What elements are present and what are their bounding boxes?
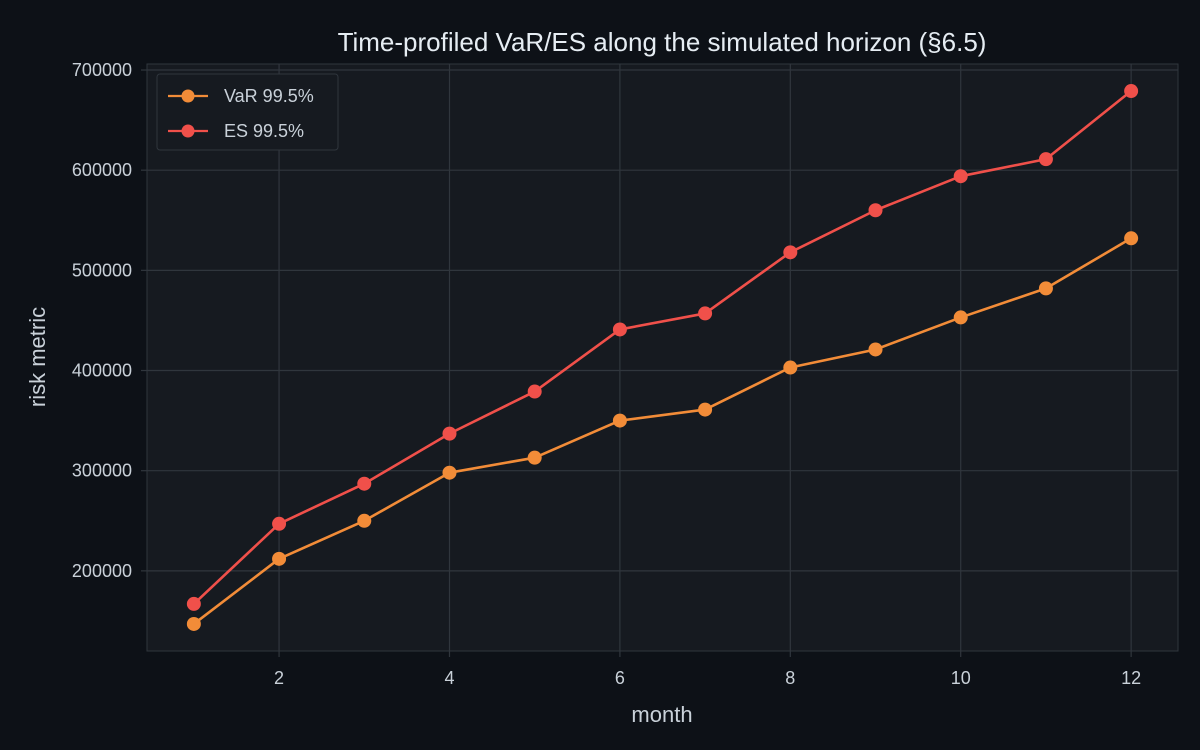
y-tick-label: 200000 bbox=[72, 561, 132, 581]
legend-marker-var bbox=[181, 89, 195, 103]
data-point-var bbox=[442, 465, 457, 480]
chart-title: Time-profiled VaR/ES along the simulated… bbox=[338, 27, 987, 57]
data-point-es bbox=[1038, 152, 1053, 167]
legend-label-var: VaR 99.5% bbox=[224, 86, 314, 106]
legend-label-es: ES 99.5% bbox=[224, 121, 304, 141]
series-line-es bbox=[192, 90, 1132, 605]
legend-entry-var: VaR 99.5% bbox=[168, 86, 314, 106]
data-point-var bbox=[698, 402, 713, 417]
data-point-es bbox=[953, 169, 968, 184]
data-point-es bbox=[186, 596, 201, 611]
data-point-es bbox=[612, 322, 627, 337]
series-es bbox=[186, 84, 1139, 611]
data-point-es bbox=[868, 203, 883, 218]
data-point-var bbox=[953, 310, 968, 325]
data-point-es bbox=[272, 516, 287, 531]
grid-lines bbox=[147, 64, 1178, 651]
data-point-var bbox=[357, 513, 372, 528]
x-axis-ticks: 2 4 6 8 10 12 bbox=[274, 651, 1141, 688]
data-point-es bbox=[783, 245, 798, 260]
data-point-es bbox=[357, 476, 372, 491]
data-point-var bbox=[783, 360, 798, 375]
y-tick-label: 500000 bbox=[72, 260, 132, 280]
data-point-var bbox=[612, 413, 627, 428]
data-point-es bbox=[527, 384, 542, 399]
x-tick-label: 8 bbox=[785, 668, 795, 688]
data-point-es bbox=[1124, 84, 1139, 99]
legend-entry-es: ES 99.5% bbox=[168, 121, 304, 141]
y-tick-label: 400000 bbox=[72, 361, 132, 381]
x-axis-label: month bbox=[631, 702, 692, 727]
data-point-var bbox=[272, 551, 287, 566]
series-var bbox=[186, 231, 1139, 631]
x-tick-label: 2 bbox=[274, 668, 284, 688]
legend: VaR 99.5% ES 99.5% bbox=[156, 73, 339, 151]
x-tick-label: 6 bbox=[615, 668, 625, 688]
data-point-var bbox=[868, 342, 883, 357]
x-tick-label: 10 bbox=[951, 668, 971, 688]
series-line-var bbox=[193, 237, 1132, 625]
plot-area bbox=[147, 64, 1178, 651]
data-point-var bbox=[1038, 281, 1053, 296]
x-tick-label: 4 bbox=[444, 668, 454, 688]
y-tick-label: 600000 bbox=[72, 160, 132, 180]
y-tick-label: 300000 bbox=[72, 461, 132, 481]
plot-frame bbox=[146, 63, 1179, 652]
legend-marker-es bbox=[181, 124, 195, 138]
data-point-es bbox=[698, 306, 713, 321]
y-axis-label: risk metric bbox=[25, 307, 50, 407]
y-axis-ticks: 200000 300000 400000 500000 600000 700000 bbox=[72, 60, 147, 581]
data-point-var bbox=[527, 450, 542, 465]
y-tick-label: 700000 bbox=[72, 60, 132, 80]
x-tick-label: 12 bbox=[1121, 668, 1141, 688]
data-point-es bbox=[442, 426, 457, 441]
data-point-var bbox=[1124, 231, 1139, 246]
series-layer bbox=[186, 84, 1139, 631]
data-point-var bbox=[186, 616, 201, 631]
